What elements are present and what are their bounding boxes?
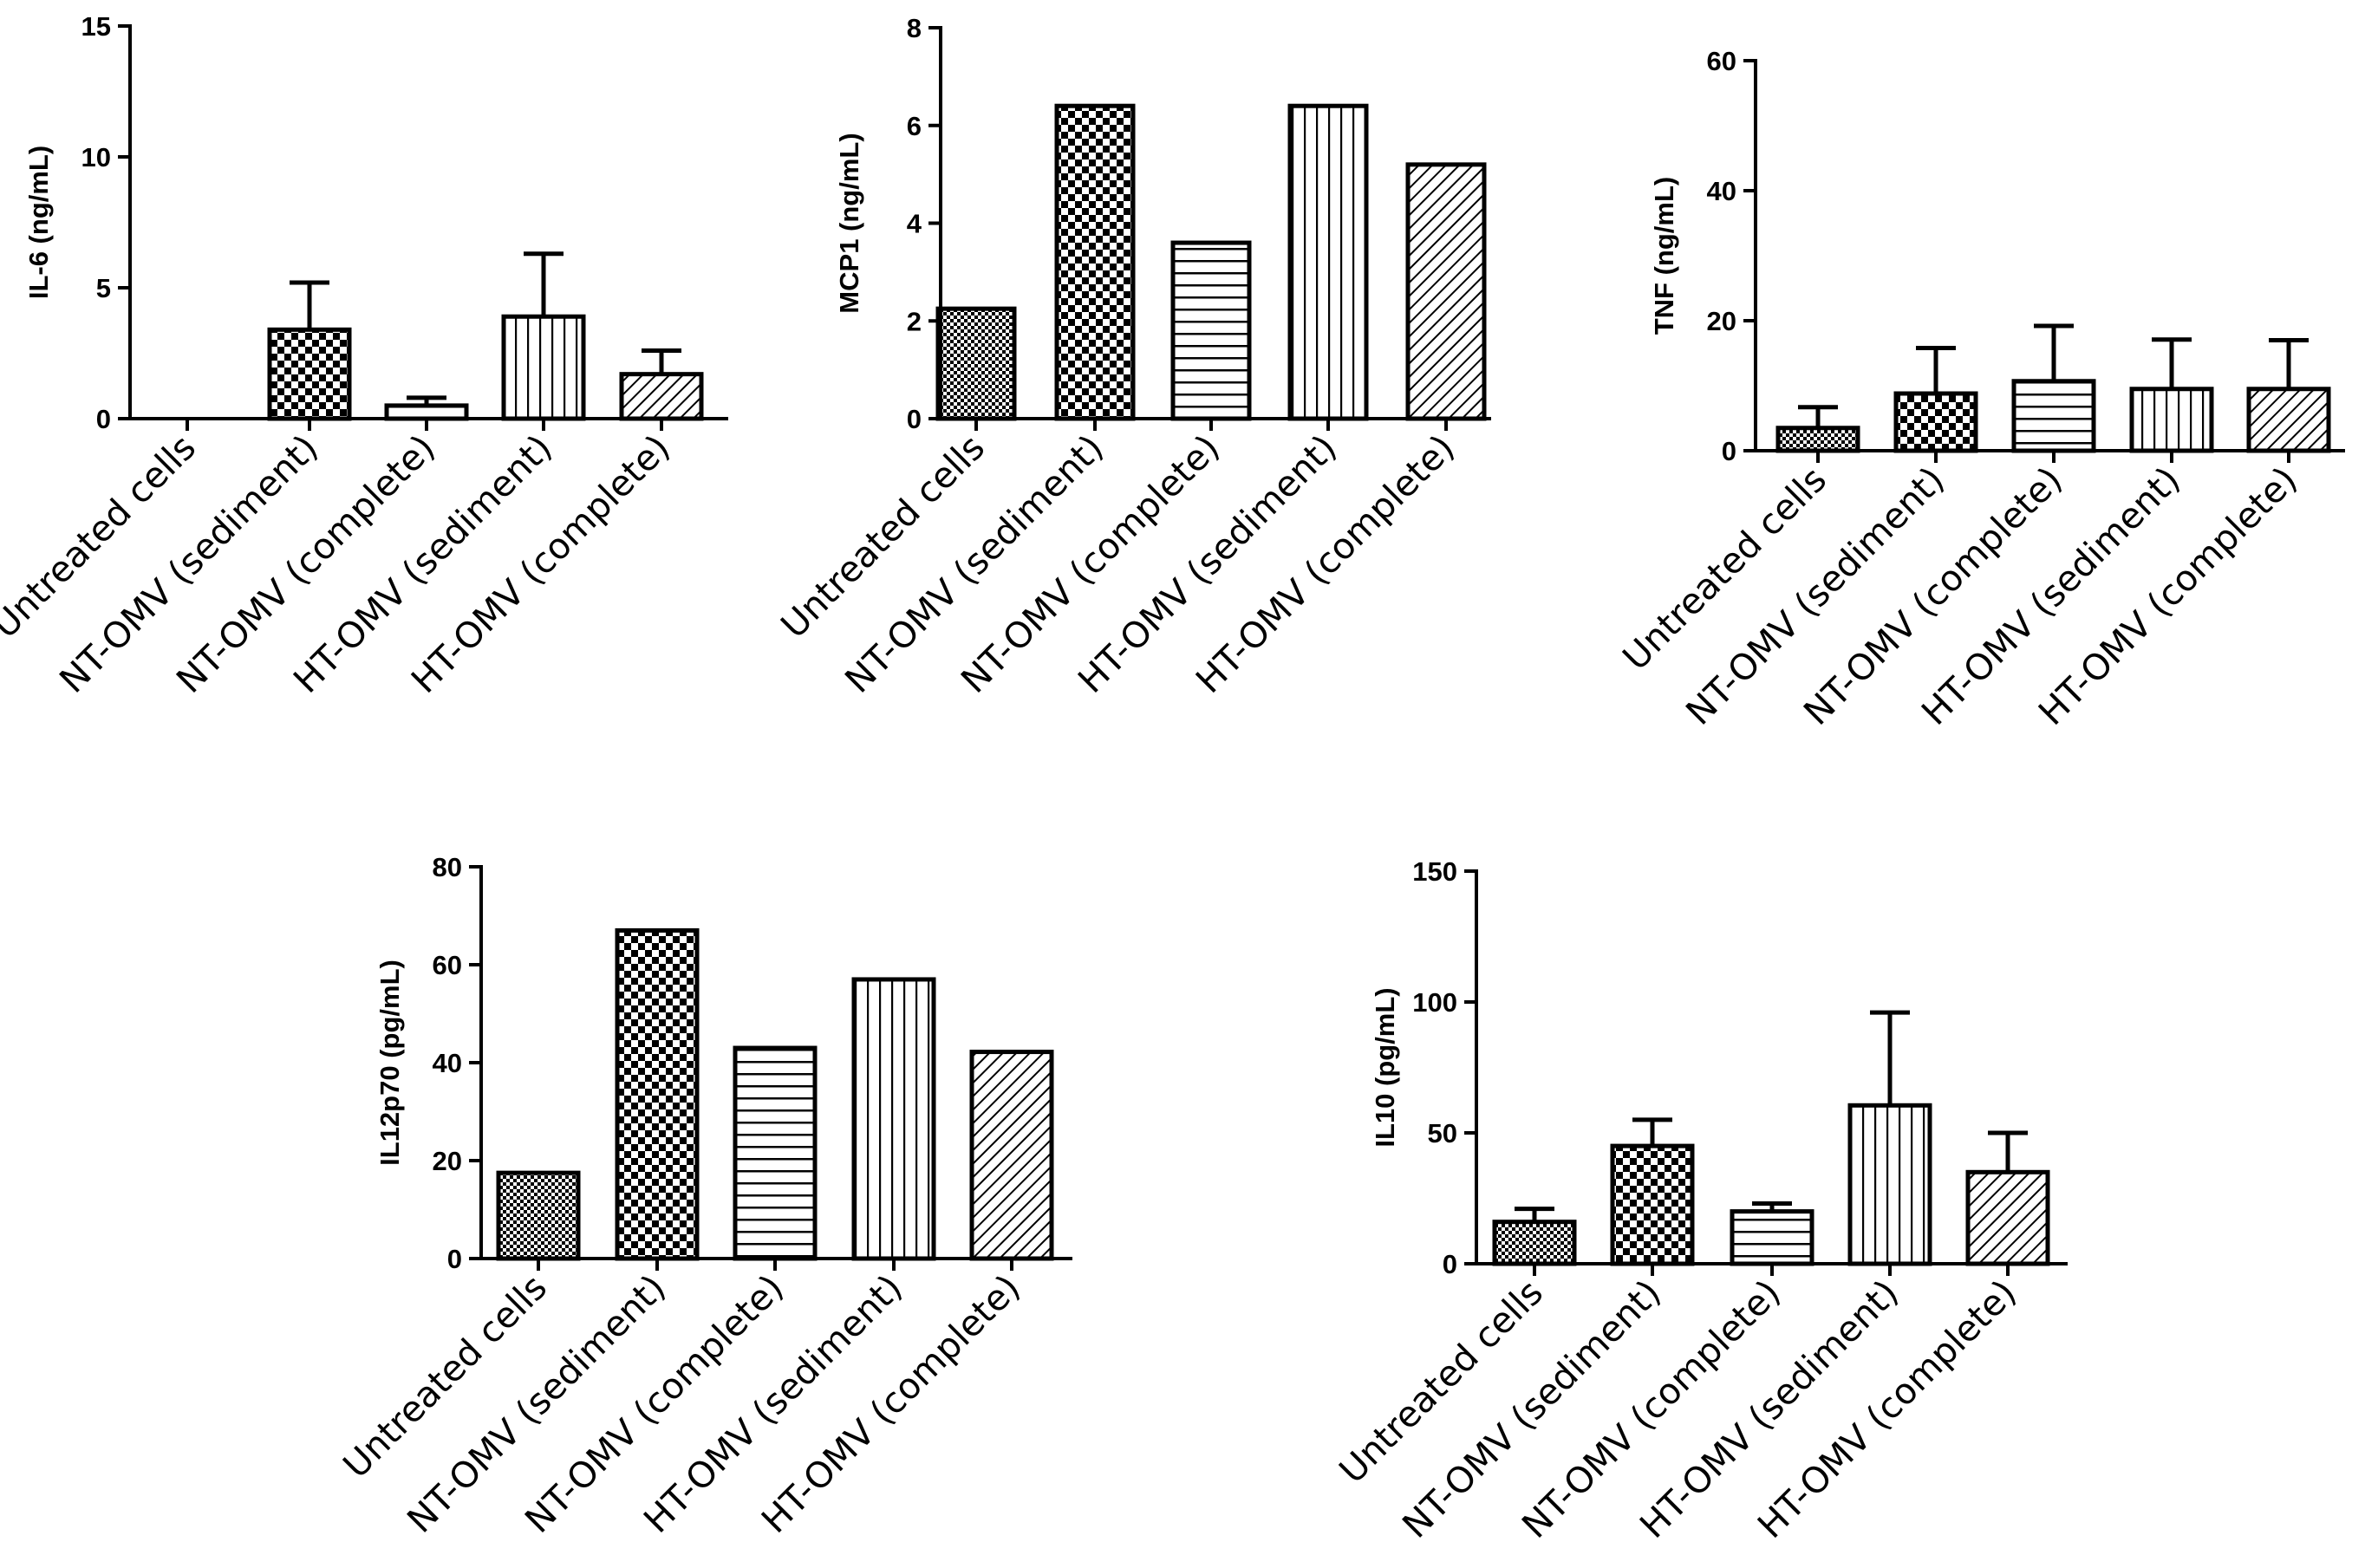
bar-il10-2 [1610,1143,1695,1266]
y-tick-label-tnf: 40 [1707,176,1736,206]
y-tick-label-il10: 0 [1443,1249,1457,1279]
error-bar-tnf-2 [1916,346,1956,394]
bar-il12p70-4 [851,977,936,1261]
bar-il10-5 [1965,1169,2050,1266]
y-tick-label-il6: 0 [96,404,111,434]
y-axis-label-tnf: TNF (ng/mL) [1649,177,1679,335]
bar-tnf-2 [1893,391,1978,453]
error-bar-tnf-5 [2269,338,2309,389]
error-bar-il6-2 [290,280,329,330]
bar-il6-5 [619,372,704,421]
bar-il10-1 [1492,1220,1577,1266]
y-tick-label-il12p70: 60 [433,950,462,980]
error-bar-il6-5 [642,348,681,374]
y-tick-label-mcp1: 8 [907,13,922,43]
error-bar-il10-5 [1988,1130,2028,1173]
bar-tnf-1 [1775,426,1860,453]
error-bar-il10-4 [1870,1010,1910,1106]
error-bar-il10-2 [1632,1117,1672,1147]
error-bar-tnf-3 [2034,323,2074,381]
bar-tnf-3 [2011,379,2096,453]
bar-mcp1-1 [935,306,1017,421]
y-tick-label-il10: 100 [1412,987,1457,1018]
bar-tnf-4 [2129,387,2214,453]
bar-il6-4 [501,314,586,421]
error-bar-il6-3 [407,395,446,406]
category-label-mcp1: Untreated cells [772,426,993,647]
category-label-il6: Untreated cells [0,426,204,647]
y-tick-label-il12p70: 0 [447,1244,462,1274]
y-tick-label-mcp1: 2 [907,306,922,336]
category-label-tnf: Untreated cells [1614,459,1834,679]
y-tick-label-il10: 150 [1412,856,1457,887]
y-tick-label-tnf: 20 [1707,306,1736,336]
bar-mcp1-5 [1405,162,1487,421]
error-bar-il10-3 [1752,1201,1792,1212]
error-bar-tnf-4 [2152,337,2192,389]
bar-il10-4 [1847,1103,1932,1266]
y-tick-label-il6: 15 [81,11,111,42]
bar-il6-3 [384,403,469,421]
y-tick-label-il12p70: 20 [433,1146,462,1176]
category-label-il10: Untreated cells [1331,1272,1551,1492]
y-axis-label-mcp1: MCP1 (ng/mL) [834,133,864,313]
y-tick-label-il10: 50 [1428,1118,1457,1148]
error-bar-il10-1 [1515,1207,1554,1222]
y-tick-label-mcp1: 4 [907,209,922,239]
bar-il12p70-2 [615,927,700,1261]
y-tick-label-il6: 10 [81,142,111,172]
category-label-il12p70: Untreated cells [335,1266,555,1487]
bar-mcp1-4 [1287,103,1369,421]
y-axis-label-il12p70: IL12p70 (pg/mL) [375,960,405,1166]
bar-il12p70-5 [969,1050,1054,1261]
y-tick-label-il12p70: 80 [433,852,462,882]
y-tick-label-mcp1: 0 [907,404,922,434]
y-tick-label-il12p70: 40 [433,1048,462,1078]
bar-mcp1-3 [1170,240,1252,421]
error-bar-il6-4 [524,251,564,317]
bar-tnf-5 [2246,387,2331,453]
y-tick-label-tnf: 0 [1722,436,1736,466]
y-tick-label-mcp1: 6 [907,111,922,141]
error-bar-tnf-1 [1798,405,1838,428]
bar-il10-3 [1730,1209,1814,1266]
bar-mcp1-2 [1054,103,1136,421]
y-axis-label-il10: IL10 (pg/mL) [1370,987,1400,1147]
y-tick-label-il6: 5 [96,273,111,303]
y-tick-label-tnf: 60 [1707,46,1736,76]
bar-il12p70-3 [733,1045,818,1261]
y-axis-label-il6: IL-6 (ng/mL) [23,146,54,299]
bar-il6-2 [267,327,352,421]
bar-il12p70-1 [496,1170,581,1261]
